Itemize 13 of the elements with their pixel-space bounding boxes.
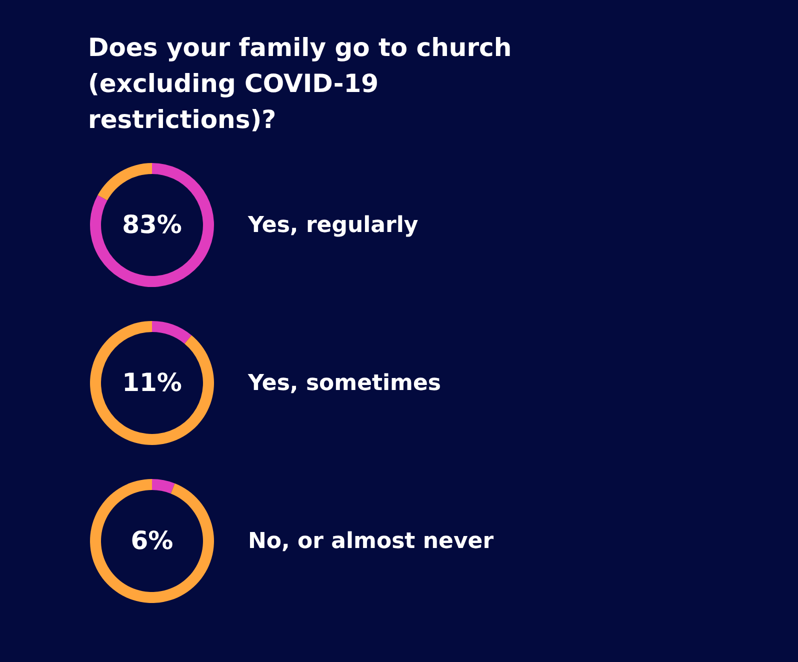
donut-slice [90, 479, 214, 603]
donut-slice [98, 163, 152, 200]
data-label: 6% [130, 526, 174, 555]
data-label: 83% [122, 210, 182, 239]
text: Does your family go to church (excluding COVID-19 restrictions)? [88, 33, 512, 134]
data-label: 11% [122, 368, 182, 397]
donut-slice [90, 163, 214, 287]
text: No, or almost never [248, 529, 494, 554]
text: Yes, sometimes [247, 371, 441, 396]
donut-slice [152, 321, 192, 344]
text: Yes, regularly [247, 213, 418, 238]
donut-slice [152, 479, 175, 494]
donut-slice [90, 321, 214, 445]
